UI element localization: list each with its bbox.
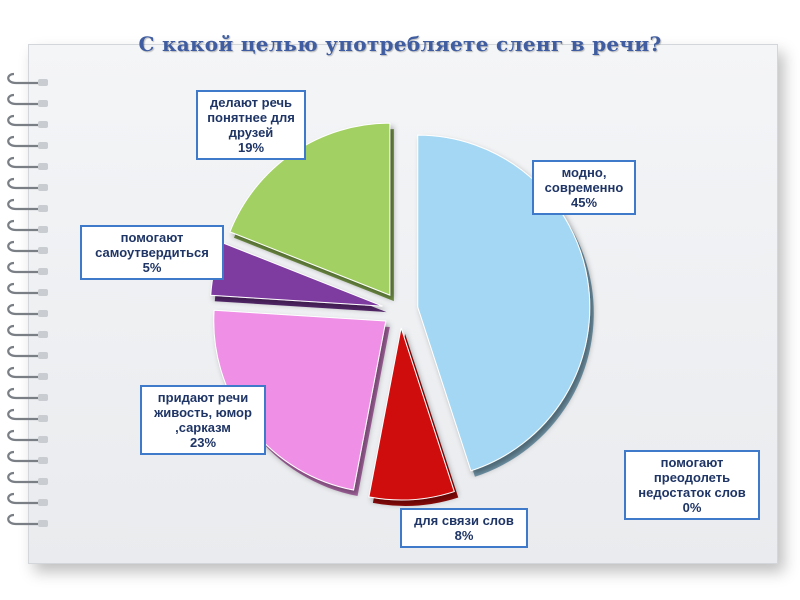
spiral-ring [7,366,46,379]
label-drugi: делают речь понятнее для друзей 19% [196,90,306,160]
label-svyaz-pct: 8% [454,528,474,543]
label-zhivost-line1: придают речи [157,390,249,405]
label-svyaz-line1: для связи слов [414,513,514,528]
spiral-hole [38,520,48,527]
spiral-ring [7,471,46,484]
spiral-hole [38,100,48,107]
spiral-ring [7,261,46,274]
spiral-ring [7,156,46,169]
spiral-hole [38,331,48,338]
spiral-hole [38,79,48,86]
label-zhivost-line2: живость, юмор [154,405,252,420]
spiral-hole [38,268,48,275]
spiral-hole [38,163,48,170]
spiral-ring [7,450,46,463]
spiral-hole [38,247,48,254]
spiral-ring [7,513,46,526]
label-nedostatok-line2: преодолеть [653,470,731,485]
label-samout-line2: самоутвердиться [95,245,209,260]
label-drugi-pct: 19% [237,140,265,155]
spiral-hole [38,457,48,464]
label-zhivost-pct: 23% [189,435,217,450]
spiral-hole [38,478,48,485]
spiral-hole [38,184,48,191]
label-modno-line2: современно [544,180,624,195]
label-samout-pct: 5% [142,260,162,275]
spiral-hole [38,205,48,212]
spiral-hole [38,226,48,233]
spiral-hole [38,373,48,380]
spiral-ring [7,324,46,337]
chart-title: С какой целью употребляете сленг в речи? [138,32,662,56]
label-drugi-line1: делают речь [209,95,293,110]
spiral-hole [38,142,48,149]
spiral-hole [38,310,48,317]
spiral-ring [7,135,46,148]
spiral-hole [38,499,48,506]
label-nedostatok-pct: 0% [682,500,702,515]
spiral-ring [7,303,46,316]
label-nedostatok: помогают преодолеть недостаток слов 0% [624,450,760,520]
spiral-ring [7,387,46,400]
label-nedostatok-line3: недостаток слов [638,485,746,500]
label-zhivost-line3: ,сарказм [175,420,231,435]
spiral-ring [7,429,46,442]
label-samout-line1: помогают [120,230,184,245]
label-modno-pct: 45% [570,195,598,210]
label-modno-line1: модно, [561,165,607,180]
label-drugi-line2: понятнее для [207,110,295,125]
spiral-ring [7,492,46,505]
spiral-ring [7,345,46,358]
spiral-ring [7,198,46,211]
label-svyaz: для связи слов 8% [400,508,528,548]
spiral-ring [7,72,46,85]
spiral-hole [38,352,48,359]
spiral-hole [38,394,48,401]
spiral-hole [38,415,48,422]
spiral-ring [7,93,46,106]
label-drugi-line3: друзей [228,125,274,140]
spiral-ring [7,177,46,190]
spiral-hole [38,121,48,128]
pie-slice-0 [417,134,591,472]
spiral-ring [7,282,46,295]
spiral-binding [7,72,48,527]
spiral-ring [7,408,46,421]
spiral-ring [7,219,46,232]
spiral-ring [7,240,46,253]
label-modno: модно, современно 45% [532,160,636,215]
pie-slice-1 [368,327,455,501]
label-zhivost: придают речи живость, юмор ,сарказм 23% [140,385,266,455]
spiral-hole [38,289,48,296]
label-samout: помогают самоутвердиться 5% [80,225,224,280]
label-nedostatok-line1: помогают [660,455,724,470]
spiral-hole [38,436,48,443]
spiral-ring [7,114,46,127]
